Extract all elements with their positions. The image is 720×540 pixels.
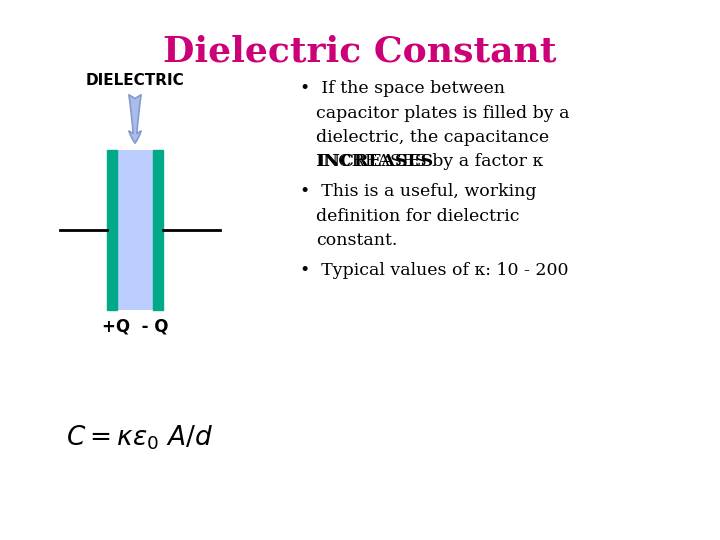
Text: •  This is a useful, working: • This is a useful, working: [300, 183, 536, 200]
Text: capacitor plates is filled by a: capacitor plates is filled by a: [316, 105, 570, 122]
Text: definition for dielectric: definition for dielectric: [316, 208, 520, 225]
Text: •  Typical values of κ: 10 - 200: • Typical values of κ: 10 - 200: [300, 262, 569, 279]
Text: constant.: constant.: [316, 232, 397, 249]
Text: dielectric, the capacitance: dielectric, the capacitance: [316, 129, 549, 146]
Bar: [117, 150, 153, 310]
Text: +Q  - Q: +Q - Q: [102, 318, 168, 336]
Text: •  If the space between: • If the space between: [300, 80, 505, 97]
Text: INCREASES: INCREASES: [316, 153, 433, 170]
Text: Dielectric Constant: Dielectric Constant: [163, 35, 557, 69]
Text: DIELECTRIC: DIELECTRIC: [86, 73, 184, 88]
Text: INCREASES by a factor κ: INCREASES by a factor κ: [316, 153, 544, 170]
Bar: [153, 150, 163, 310]
Bar: [107, 150, 117, 310]
Text: $C = \kappa\varepsilon_0\ A/d$: $C = \kappa\varepsilon_0\ A/d$: [66, 423, 214, 452]
